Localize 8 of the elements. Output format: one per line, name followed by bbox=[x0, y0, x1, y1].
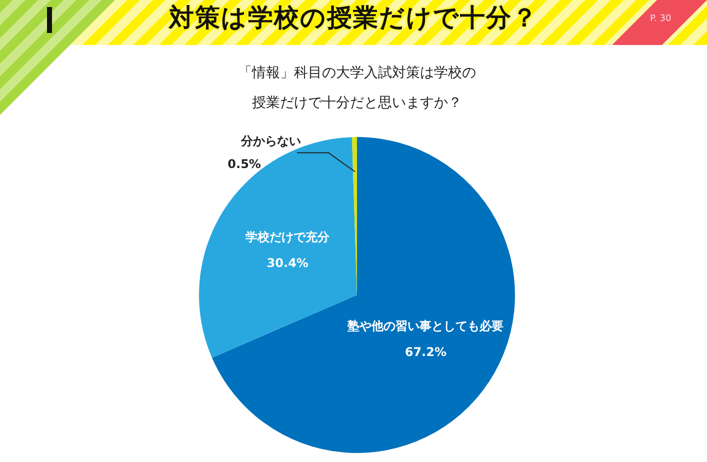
slice-label: 分からない bbox=[240, 134, 301, 148]
slice-label: 塾や他の習い事としても必要 bbox=[346, 319, 504, 334]
data-label: 0.5% bbox=[228, 156, 261, 171]
data-label: 67.2% bbox=[404, 345, 446, 360]
chart-subtitle: 「情報」科目の大学入試対策は学校の授業だけで十分だと思いますか？ bbox=[237, 64, 477, 113]
data-label: 30.4% bbox=[266, 256, 308, 270]
slice-label: 学校だけで充分 bbox=[246, 230, 331, 244]
text: P. 30 bbox=[650, 14, 672, 24]
